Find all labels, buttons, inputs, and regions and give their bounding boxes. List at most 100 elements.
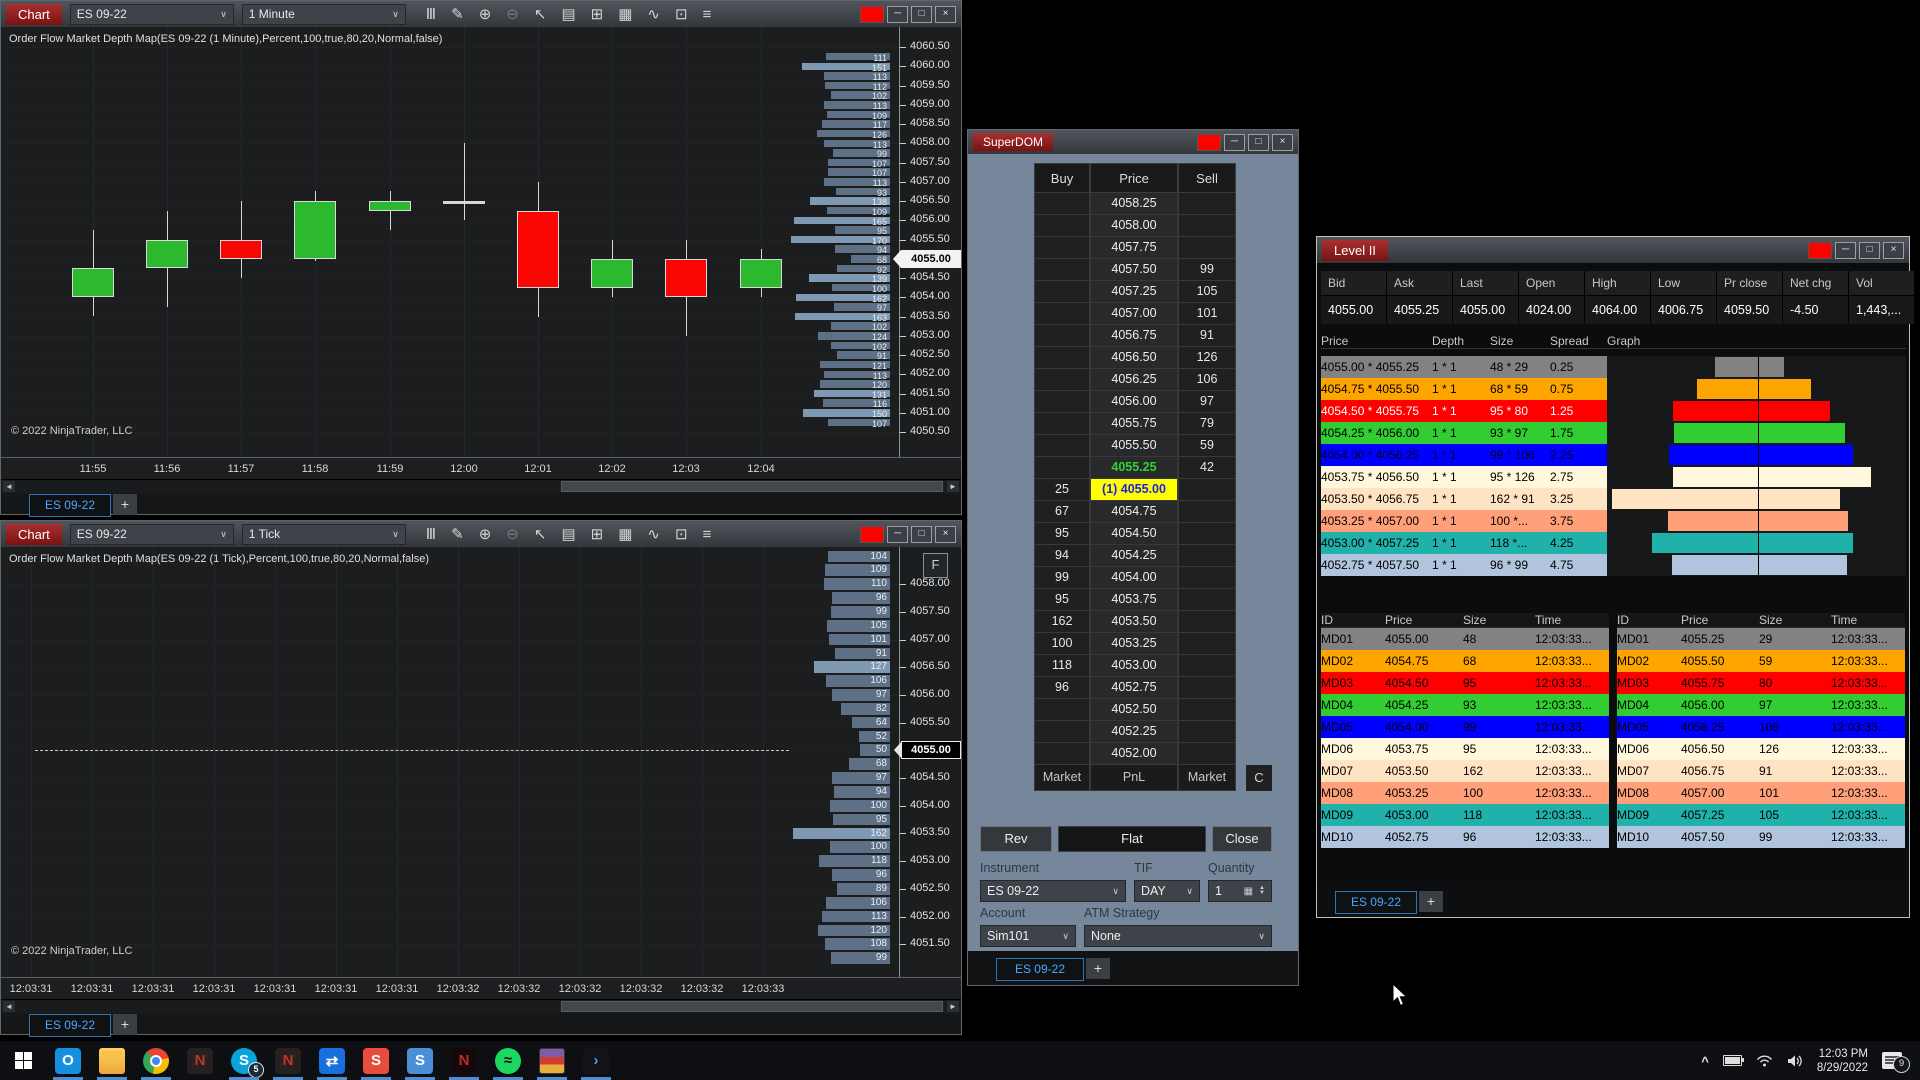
speaker-icon[interactable] — [1787, 1054, 1803, 1068]
price-cell[interactable]: 4057.50 — [1090, 259, 1178, 281]
price-cell[interactable]: 4054.25 — [1090, 545, 1178, 567]
buy-cell[interactable] — [1034, 281, 1090, 303]
scroll-thumb[interactable] — [561, 481, 943, 492]
spinner-arrows[interactable]: ▲ ▼ — [1259, 885, 1265, 896]
chart-trader-icon[interactable]: ⊞ — [590, 525, 604, 543]
strategies-icon[interactable]: ⊡ — [674, 5, 688, 23]
price-cell[interactable]: 4056.25 — [1090, 369, 1178, 391]
price-cell[interactable]: 4052.00 — [1090, 743, 1178, 765]
buy-cell[interactable] — [1034, 347, 1090, 369]
price-cell[interactable]: 4056.00 — [1090, 391, 1178, 413]
price-cell[interactable]: 4054.75 — [1090, 501, 1178, 523]
price-cell[interactable]: 4055.50 — [1090, 435, 1178, 457]
sell-cell[interactable] — [1178, 677, 1236, 699]
buy-cell[interactable] — [1034, 721, 1090, 743]
data-box-icon[interactable]: ▤ — [561, 525, 576, 543]
account-dropdown[interactable]: Sim101 ∨ — [980, 925, 1076, 947]
app-badge-button[interactable] — [1808, 242, 1832, 259]
instrument-dropdown[interactable]: ES 09-22 ∨ — [980, 880, 1126, 902]
ninjatrader-icon[interactable]: N — [178, 1041, 222, 1080]
battery-icon[interactable] — [1722, 1055, 1744, 1066]
chart2-scrollbar[interactable]: ◄ ► — [1, 999, 961, 1013]
price-cell[interactable]: 4057.25 — [1090, 281, 1178, 303]
position-price-cell[interactable]: (1) 4055.00 — [1090, 479, 1178, 501]
tab-es-09-22[interactable]: ES 09-22 — [996, 958, 1084, 981]
price-cell[interactable]: 4056.75 — [1090, 325, 1178, 347]
zoom-in-icon[interactable]: ⊕ — [478, 525, 492, 543]
buy-cell[interactable]: 94 — [1034, 545, 1090, 567]
properties-list-icon[interactable]: ≡ — [702, 5, 712, 23]
price-cell[interactable]: 4055.75 — [1090, 413, 1178, 435]
sell-cell[interactable]: 79 — [1178, 413, 1236, 435]
sublime-icon[interactable]: S — [354, 1041, 398, 1080]
candlestick-style-icon[interactable]: Ⅲ — [425, 525, 437, 543]
buy-cell[interactable] — [1034, 369, 1090, 391]
price-cell[interactable]: 4058.25 — [1090, 193, 1178, 215]
file-explorer-icon[interactable] — [90, 1041, 134, 1080]
footer-market-cell[interactable]: Market — [1178, 765, 1236, 791]
interval-dropdown[interactable]: 1 Minute ∨ — [241, 3, 406, 25]
price-cell[interactable]: 4053.50 — [1090, 611, 1178, 633]
ntlm-icon[interactable]: N — [442, 1041, 486, 1080]
buy-cell[interactable]: 25 — [1034, 479, 1090, 501]
sell-cell[interactable]: 42 — [1178, 457, 1236, 479]
drawing-tools-icon[interactable]: ∿ — [647, 525, 660, 543]
app-badge-button[interactable] — [1197, 134, 1221, 151]
instrument-dropdown[interactable]: ES 09-22 ∨ — [69, 523, 234, 545]
reverse-button[interactable]: Rev — [980, 826, 1052, 852]
price-cell[interactable]: 4054.50 — [1090, 523, 1178, 545]
buy-cell[interactable] — [1034, 699, 1090, 721]
add-tab-button[interactable]: + — [113, 494, 137, 515]
cursor-icon[interactable]: ↖ — [533, 525, 547, 543]
minimize-button[interactable]: ─ — [887, 526, 908, 543]
zoom-out-icon[interactable]: ⊖ — [506, 525, 519, 543]
sell-cell[interactable] — [1178, 523, 1236, 545]
chart2-plot-area[interactable]: Order Flow Market Depth Map(ES 09-22 (1 … — [1, 547, 961, 977]
price-cell[interactable]: 4057.75 — [1090, 237, 1178, 259]
tray-expand-icon[interactable]: ^ — [1701, 1054, 1709, 1069]
sell-cell[interactable] — [1178, 699, 1236, 721]
scroll-left-arrow[interactable]: ◄ — [3, 481, 15, 492]
price-cell[interactable]: 4052.50 — [1090, 699, 1178, 721]
sell-cell[interactable] — [1178, 611, 1236, 633]
sell-cell[interactable] — [1178, 237, 1236, 259]
price-cell[interactable]: 4053.25 — [1090, 633, 1178, 655]
minimize-button[interactable]: ─ — [1224, 134, 1245, 151]
sell-cell[interactable] — [1178, 193, 1236, 215]
close-button[interactable]: × — [935, 6, 956, 23]
sell-cell[interactable]: 97 — [1178, 391, 1236, 413]
chart2-time-axis[interactable]: 12:03:31 12:03:31 12:03:31 12:03:31 12:03:31… — [1, 977, 961, 1000]
sell-cell[interactable]: 126 — [1178, 347, 1236, 369]
wifi-icon[interactable] — [1756, 1054, 1773, 1067]
sell-cell[interactable] — [1178, 743, 1236, 765]
buy-cell[interactable] — [1034, 413, 1090, 435]
sell-cell[interactable] — [1178, 567, 1236, 589]
interval-dropdown[interactable]: 1 Tick ∨ — [241, 523, 406, 545]
cursor-icon[interactable]: ↖ — [533, 5, 547, 23]
buy-cell[interactable] — [1034, 215, 1090, 237]
chart1-plot-area[interactable]: Order Flow Market Depth Map(ES 09-22 (1 … — [1, 27, 961, 457]
sell-cell[interactable]: 91 — [1178, 325, 1236, 347]
price-cell[interactable]: 4057.00 — [1090, 303, 1178, 325]
minimize-button[interactable]: ─ — [1835, 242, 1856, 259]
buy-cell[interactable]: 95 — [1034, 523, 1090, 545]
code-icon[interactable]: › — [574, 1041, 618, 1080]
price-cell[interactable]: 4052.75 — [1090, 677, 1178, 699]
auto-scale-button[interactable]: F — [923, 553, 948, 578]
buy-cell[interactable] — [1034, 743, 1090, 765]
buy-cell[interactable]: 96 — [1034, 677, 1090, 699]
steam-icon[interactable]: S — [398, 1041, 442, 1080]
tif-dropdown[interactable]: DAY ∨ — [1134, 880, 1200, 902]
buy-cell[interactable] — [1034, 193, 1090, 215]
footer-pnl-cell[interactable]: PnL — [1090, 765, 1178, 791]
sell-cell[interactable] — [1178, 589, 1236, 611]
scroll-thumb[interactable] — [561, 1001, 943, 1012]
minimize-button[interactable]: ─ — [887, 6, 908, 23]
quantity-stepper[interactable]: 1 ▦ ▲ ▼ — [1208, 880, 1272, 902]
teamviewer-icon[interactable]: ⇄ — [310, 1041, 354, 1080]
scroll-left-arrow[interactable]: ◄ — [3, 1001, 15, 1012]
chrome-icon[interactable] — [134, 1041, 178, 1080]
pencil-draw-icon[interactable]: ✎ — [451, 525, 464, 543]
sell-cell[interactable] — [1178, 479, 1236, 501]
buy-cell[interactable] — [1034, 391, 1090, 413]
